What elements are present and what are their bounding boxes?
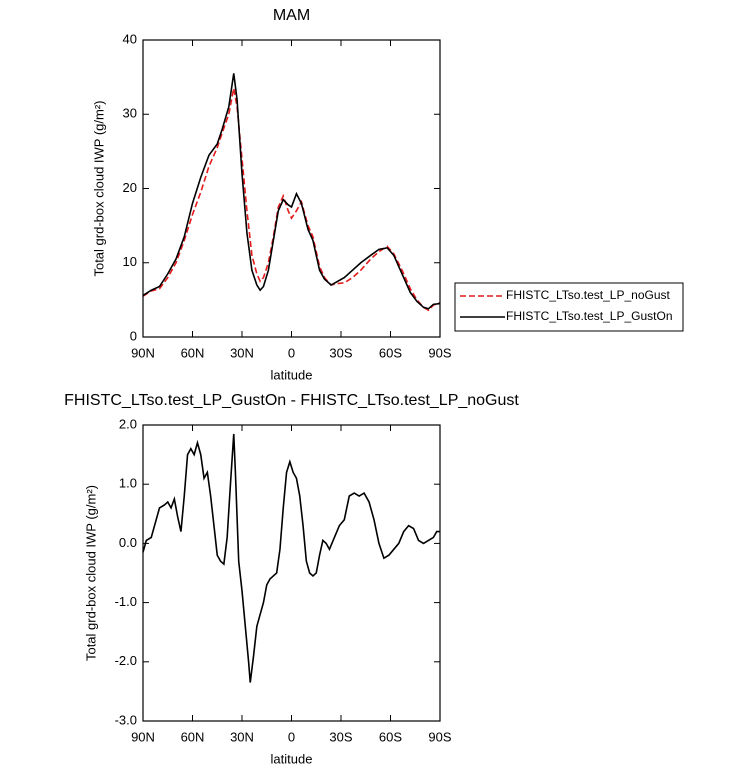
x-tick-label: 30N — [230, 345, 254, 360]
x-tick-label: 60S — [379, 345, 402, 360]
y-axis-label: Total grd-box cloud IWP (g/m²) — [91, 100, 106, 276]
x-tick-label: 90S — [428, 729, 451, 744]
x-tick-label: 30S — [329, 729, 352, 744]
x-tick-label: 90S — [428, 345, 451, 360]
y-tick-label: 40 — [123, 31, 137, 46]
y-tick-label: 1.0 — [119, 476, 137, 491]
y-tick-label: -2.0 — [115, 653, 137, 668]
plot-frame — [142, 424, 441, 722]
plot-frame — [142, 39, 441, 338]
chart-title: MAM — [273, 7, 310, 24]
y-tick-label: 0.0 — [119, 535, 137, 550]
y-tick-label: 30 — [123, 106, 137, 121]
x-tick-label: 90N — [131, 345, 155, 360]
y-tick-label: 2.0 — [119, 416, 137, 431]
x-axis-label: latitude — [271, 751, 313, 766]
legend-label: FHISTC_LTso.test_LP_GustOn — [506, 309, 673, 323]
x-tick-label: 60N — [181, 345, 205, 360]
data-line — [142, 88, 441, 312]
y-axis-label: Total grd-box cloud IWP (g/m²) — [83, 485, 98, 661]
x-tick-label: 60S — [379, 729, 402, 744]
y-tick-label: 0 — [130, 328, 137, 343]
y-tick-label: 10 — [123, 254, 137, 269]
x-tick-label: 90N — [131, 729, 155, 744]
x-tick-label: 0 — [288, 345, 295, 360]
legend-box — [454, 282, 684, 332]
y-tick-label: -1.0 — [115, 594, 137, 609]
y-tick-label: -3.0 — [115, 712, 137, 727]
legend-label: FHISTC_LTso.test_LP_noGust — [506, 288, 671, 302]
x-tick-label: 30N — [230, 729, 254, 744]
x-tick-label: 0 — [288, 729, 295, 744]
x-tick-label: 60N — [181, 729, 205, 744]
x-axis-label: latitude — [271, 367, 313, 382]
data-line — [142, 73, 441, 310]
chart-title: FHISTC_LTso.test_LP_GustOn - FHISTC_LTso… — [64, 392, 519, 409]
y-tick-label: 20 — [123, 180, 137, 195]
data-line — [142, 433, 440, 683]
x-tick-label: 30S — [329, 345, 352, 360]
